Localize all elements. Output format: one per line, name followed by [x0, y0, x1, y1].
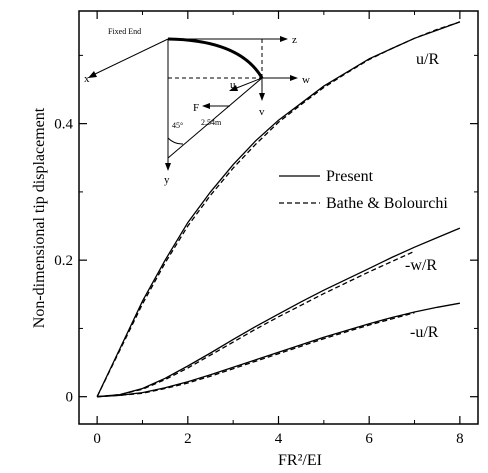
x-tick-label: 4 — [275, 431, 283, 447]
inset-u-arrow — [233, 77, 263, 90]
series-line-dashed-1 — [96, 21, 461, 397]
series-label-minus-w-r: -w/R — [405, 257, 437, 274]
inset-length-label: 2.54m — [201, 118, 222, 127]
inset-u-label: u — [230, 79, 236, 91]
inset-v-arrowhead — [259, 93, 265, 101]
y-axis-title: Non-dimensional tip displacement — [31, 107, 48, 328]
x-tick-label: 8 — [456, 431, 464, 447]
inset-diagram: Fixed End z x y w u v F 45° 2.54m — [84, 27, 310, 186]
x-tick-label: 2 — [184, 431, 192, 447]
x-tick-label: 6 — [365, 431, 373, 447]
series-label-u-r: u/R — [416, 51, 439, 68]
inset-f-label: F — [193, 102, 199, 114]
series-label-minus-u-r: -u/R — [410, 324, 439, 341]
legend-label-bathe: Bathe & Bolourchi — [326, 195, 448, 212]
inset-w-label: w — [302, 74, 310, 86]
y-tick-label: 0.2 — [54, 253, 73, 269]
inset-z-label: z — [292, 34, 297, 46]
inset-angle-arc — [167, 137, 184, 145]
x-tick-label: 0 — [93, 431, 101, 447]
inset-x-arrowhead — [88, 71, 97, 78]
inset-force-arrowhead — [202, 103, 210, 109]
inset-w-arrowhead — [290, 75, 298, 81]
y-tick-label: 0.4 — [54, 117, 73, 133]
inset-angle-label: 45° — [172, 121, 183, 130]
series-line-solid-4 — [97, 302, 461, 398]
series-line-dashed-5 — [97, 312, 415, 398]
inset-radius-line — [167, 77, 263, 159]
inset-fixed-end-label: Fixed End — [108, 27, 141, 36]
x-axis-title: FR²/EI — [278, 452, 322, 469]
inset-deformed-beam — [167, 37, 264, 79]
inset-x-axis — [92, 38, 169, 76]
inset-y-label: y — [164, 174, 170, 186]
y-tick-label: 0 — [66, 390, 74, 406]
ticks — [79, 11, 478, 424]
legend: Present Bathe & Bolourchi — [279, 168, 448, 212]
plot-frame — [78, 10, 479, 425]
series-lines — [96, 21, 461, 398]
inset-u-arrowhead — [229, 85, 238, 91]
inset-z-arrowhead — [280, 36, 288, 42]
inset-y-arrowhead — [165, 163, 171, 171]
tick-labels: 0 2 4 6 8 0 0.2 0.4 — [54, 117, 463, 447]
inset-x-label: x — [84, 73, 90, 85]
inset-v-label: v — [259, 106, 265, 118]
series-line-solid-2 — [97, 227, 461, 398]
legend-label-present: Present — [326, 168, 374, 185]
